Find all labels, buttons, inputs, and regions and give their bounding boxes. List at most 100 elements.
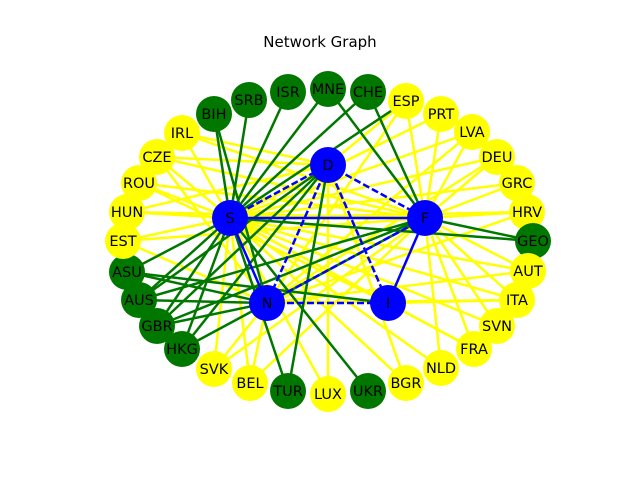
country-node-circle [109, 194, 145, 230]
edge-D-IRL [181, 131, 329, 167]
country-node-geo: GEO [515, 223, 551, 259]
edge-N-CZE [156, 156, 268, 304]
country-node-label: SVN [482, 319, 512, 335]
edge-I-ITA [387, 298, 518, 305]
country-node-circle [454, 114, 490, 150]
edge-N-GBR [156, 301, 268, 328]
hub-node-circle [212, 200, 248, 236]
edge-F-SVK [213, 216, 426, 371]
edge-S-D [229, 163, 329, 220]
country-node-label: NLD [426, 361, 456, 377]
country-node-circle [509, 194, 545, 230]
country-node-circle [270, 74, 306, 110]
edge-D-N [265, 164, 330, 304]
edge-F-MNE [327, 88, 426, 219]
edge-S-ASU [126, 216, 231, 274]
edge-D-CZE [156, 155, 329, 167]
edge-F-ITA [424, 217, 518, 301]
country-node-circle [499, 165, 535, 201]
country-node-irl: IRL [164, 115, 200, 151]
edge-N-HRV [266, 210, 528, 305]
country-node-label: BEL [236, 376, 263, 392]
edge-F-FRA [423, 217, 476, 350]
country-node-bih: BIH [196, 96, 232, 132]
country-node-label: LVA [459, 125, 484, 141]
edge-F-ESP [404, 100, 427, 219]
country-node-esp: ESP [388, 83, 424, 119]
edge-D-BGR [326, 164, 408, 384]
hub-node-circle [310, 147, 346, 183]
country-node-circle [388, 365, 424, 401]
country-node-label: CZE [142, 150, 171, 166]
country-node-srb: SRB [231, 82, 267, 118]
edge-D-HUN [126, 163, 329, 214]
hub-node-label: N [262, 296, 273, 312]
country-node-deu: DEU [479, 139, 515, 175]
hub-node-d: D [310, 147, 346, 183]
edge-D-I [326, 164, 390, 304]
country-node-label: HUN [111, 205, 143, 221]
country-node-circle [196, 351, 232, 387]
country-node-circle [479, 139, 515, 175]
country-node-circle [139, 308, 175, 344]
country-node-svn: SVN [479, 308, 515, 344]
country-node-circle [350, 373, 386, 409]
country-node-hrv: HRV [509, 194, 545, 230]
edge-N-AUT [266, 269, 529, 305]
country-node-lva: LVA [454, 114, 490, 150]
hub-node-circle [370, 285, 406, 321]
edge-S-LVA [229, 130, 473, 220]
edge-S-MNE [229, 88, 329, 219]
country-node-label: FRA [460, 342, 488, 358]
country-node-svk: SVK [196, 351, 232, 387]
hub-node-label: S [225, 211, 234, 227]
edge-F-GEO [424, 216, 534, 243]
edge-D-F [327, 163, 426, 220]
country-node-circle [499, 282, 535, 318]
country-node-label: ISR [276, 85, 300, 101]
edge-F-GBR [156, 216, 426, 328]
country-node-label: GBR [141, 319, 172, 335]
country-node-circle [310, 376, 346, 412]
country-node-label: ITA [506, 293, 528, 309]
country-node-label: EST [109, 234, 136, 250]
country-node-label: TUR [272, 384, 303, 400]
edge-F-BEL [249, 217, 426, 384]
edge-S-BGR [229, 217, 407, 384]
country-node-prt: PRT [423, 96, 459, 132]
country-node-circle [515, 223, 551, 259]
country-node-label: ROU [123, 176, 155, 192]
country-node-che: CHE [350, 74, 386, 110]
hub-node-label: F [421, 211, 429, 227]
edge-F-CHE [366, 91, 427, 219]
edge-S-GBR [155, 217, 232, 327]
edge-F-EST [122, 216, 426, 243]
country-node-isr: ISR [270, 74, 306, 110]
country-node-nld: NLD [423, 350, 459, 386]
hub-node-label: I [386, 296, 390, 312]
country-node-hun: HUN [109, 194, 145, 230]
country-node-label: UKR [353, 384, 383, 400]
country-node-label: ASU [112, 265, 142, 281]
edge-S-AUS [138, 217, 231, 301]
country-node-circle [196, 96, 232, 132]
country-node-mne: MNE [310, 71, 346, 107]
country-node-tur: TUR [270, 373, 306, 409]
country-node-circle [270, 373, 306, 409]
country-node-hkg: HKG [164, 331, 200, 367]
edge-D-TUR [286, 164, 330, 392]
country-node-label: HRV [512, 205, 542, 221]
country-node-label: AUS [124, 293, 154, 309]
country-node-lux: LUX [310, 376, 346, 412]
hub-node-circle [249, 285, 285, 321]
country-node-circle [310, 71, 346, 107]
country-node-circle [105, 223, 141, 259]
country-node-ita: ITA [499, 282, 535, 318]
country-node-label: HKG [166, 342, 198, 358]
country-node-label: PRT [428, 107, 455, 123]
country-node-label: BGR [390, 376, 421, 392]
edge-F-SVN [423, 217, 499, 327]
country-node-bel: BEL [232, 365, 268, 401]
country-node-label: MNE [312, 82, 345, 98]
